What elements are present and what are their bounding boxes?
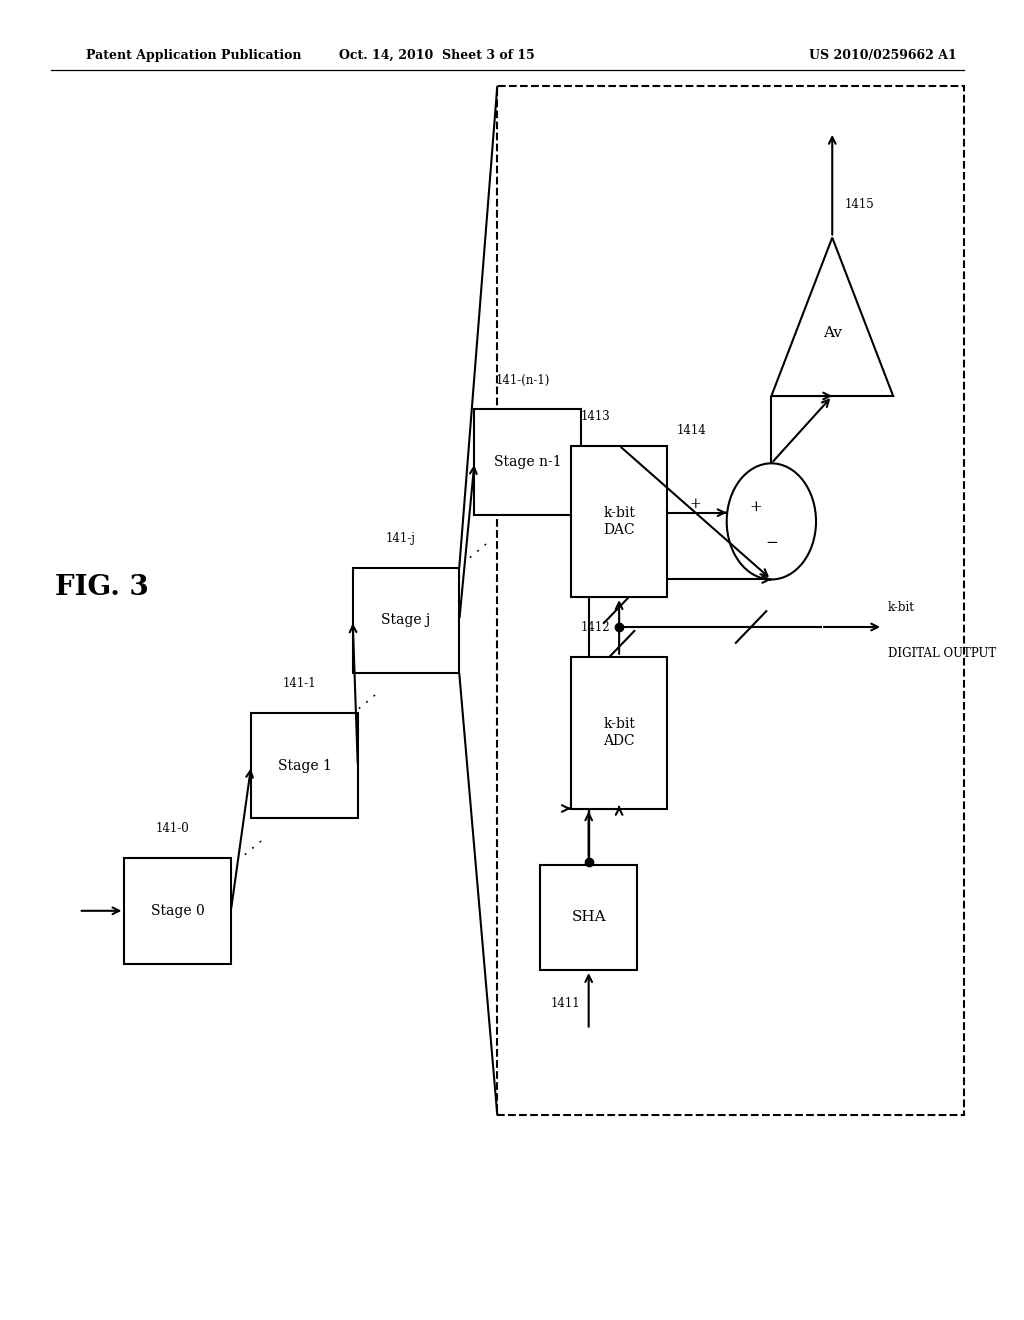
Polygon shape: [771, 238, 893, 396]
Text: Stage 1: Stage 1: [278, 759, 332, 772]
Text: k-bit
DAC: k-bit DAC: [603, 507, 635, 536]
Bar: [474, 409, 581, 515]
Text: 1411: 1411: [551, 997, 581, 1010]
Text: . . .: . . .: [238, 832, 265, 858]
Text: . . .: . . .: [351, 686, 379, 713]
Bar: [251, 713, 357, 818]
Text: 1413: 1413: [581, 411, 610, 422]
Text: +: +: [690, 496, 701, 511]
Bar: [352, 568, 460, 673]
Text: DIGITAL OUTPUT: DIGITAL OUTPUT: [888, 647, 996, 660]
Text: Av: Av: [822, 326, 842, 339]
Text: 141-1: 141-1: [283, 677, 316, 690]
Text: Stage j: Stage j: [381, 614, 431, 627]
Text: k-bit
ADC: k-bit ADC: [603, 718, 635, 747]
Text: 1412: 1412: [581, 622, 610, 634]
Text: 141-j: 141-j: [386, 532, 416, 545]
Text: 1415: 1415: [845, 198, 874, 211]
Text: Stage 0: Stage 0: [151, 904, 205, 917]
Circle shape: [727, 463, 816, 579]
Text: 141-0: 141-0: [156, 822, 189, 836]
Bar: [571, 446, 668, 597]
Text: Stage n-1: Stage n-1: [494, 455, 561, 469]
Text: +: +: [750, 500, 762, 513]
Text: SHA: SHA: [571, 911, 606, 924]
Bar: [124, 858, 230, 964]
Bar: [571, 656, 668, 808]
Text: k-bit: k-bit: [888, 601, 915, 614]
Text: FIG. 3: FIG. 3: [54, 574, 148, 601]
Text: −: −: [765, 536, 778, 550]
Text: Oct. 14, 2010  Sheet 3 of 15: Oct. 14, 2010 Sheet 3 of 15: [339, 49, 535, 62]
Bar: [498, 86, 965, 1115]
Text: 141-(n-1): 141-(n-1): [496, 374, 550, 387]
Bar: [541, 865, 637, 970]
Text: . . .: . . .: [463, 535, 490, 561]
Text: US 2010/0259662 A1: US 2010/0259662 A1: [809, 49, 956, 62]
Text: Patent Application Publication: Patent Application Publication: [86, 49, 302, 62]
Text: 1414: 1414: [677, 424, 707, 437]
